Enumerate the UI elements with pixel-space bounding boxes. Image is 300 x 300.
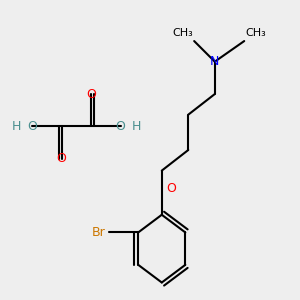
Text: N: N — [210, 55, 220, 68]
Text: H: H — [132, 120, 141, 133]
Text: O: O — [57, 152, 67, 165]
Text: O: O — [27, 120, 37, 133]
Text: CH₃: CH₃ — [246, 28, 266, 38]
Text: CH₃: CH₃ — [172, 28, 193, 38]
Text: H: H — [11, 120, 21, 133]
Text: O: O — [116, 120, 125, 133]
Text: Br: Br — [92, 226, 106, 239]
Text: O: O — [86, 88, 96, 100]
Text: O: O — [166, 182, 176, 195]
